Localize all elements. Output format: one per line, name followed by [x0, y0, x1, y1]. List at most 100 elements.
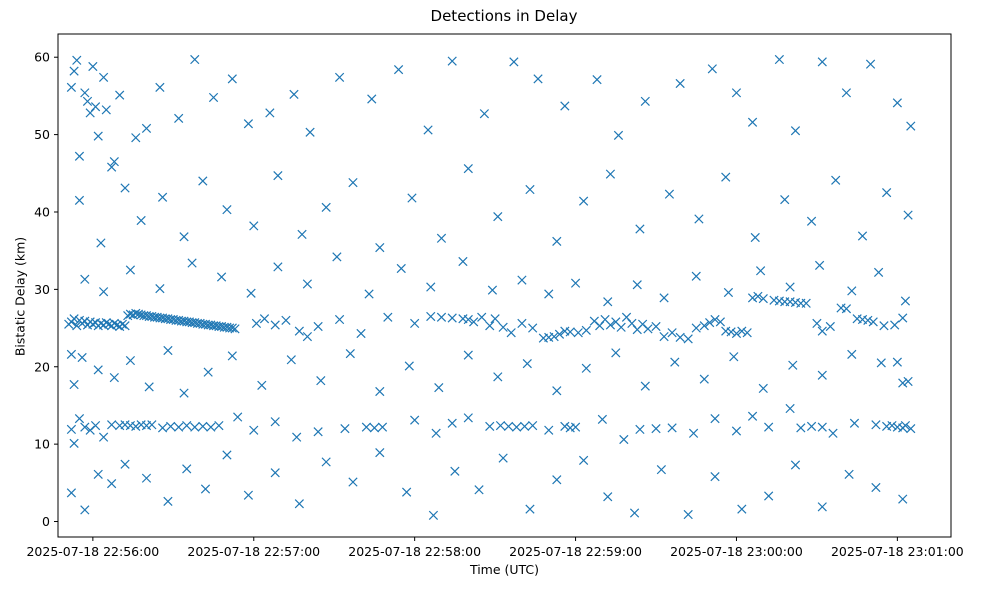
data-point [292, 432, 302, 442]
data-point [227, 323, 237, 333]
data-point [603, 297, 613, 307]
data-point [865, 59, 876, 69]
data-point [90, 102, 101, 112]
data-point [651, 321, 661, 332]
data-point [817, 57, 827, 67]
data-point [463, 413, 473, 423]
data-point [552, 386, 562, 396]
y-tick-label: 50 [34, 127, 50, 142]
data-point [125, 265, 136, 275]
data-point [66, 349, 77, 359]
data-point [747, 117, 758, 127]
data-point [198, 421, 208, 431]
data-point [780, 194, 790, 205]
data-point [906, 424, 916, 434]
data-point [525, 504, 535, 514]
data-point [72, 321, 82, 331]
data-point [729, 352, 739, 362]
data-point [174, 422, 184, 432]
data-point [294, 499, 304, 509]
data-point [817, 326, 827, 336]
data-point [120, 459, 130, 469]
data-point [90, 420, 101, 431]
data-point [817, 502, 827, 512]
data-point [80, 422, 90, 432]
data-point [66, 488, 77, 498]
data-point [737, 504, 747, 514]
data-point [93, 469, 103, 479]
data-point [313, 427, 323, 437]
data-point [273, 170, 283, 181]
data-point [200, 484, 211, 494]
data-point [434, 383, 444, 393]
data-point [554, 329, 565, 339]
data-point [364, 289, 374, 299]
data-point [69, 438, 79, 448]
x-tick-label: 2025-07-18 22:59:00 [509, 544, 642, 559]
data-point [490, 314, 500, 324]
data-point [367, 94, 377, 104]
y-tick-label: 30 [34, 282, 50, 297]
data-point [316, 376, 326, 386]
data-point [377, 422, 388, 432]
data-point [96, 238, 106, 248]
data-point [552, 236, 562, 247]
y-axis: 0 10 20 30 40 50 60 [34, 50, 58, 529]
marker-layer [64, 54, 916, 520]
data-point [605, 169, 616, 179]
data-point [227, 351, 237, 361]
data-point [321, 202, 331, 212]
data-point [785, 282, 795, 292]
data-point [182, 420, 192, 431]
data-point [393, 64, 404, 75]
data-point [565, 327, 575, 337]
data-point [831, 175, 841, 185]
data-point [503, 421, 514, 431]
data-point [401, 487, 412, 497]
data-point [753, 291, 763, 301]
data-point [737, 326, 747, 336]
data-point [664, 189, 675, 199]
data-point [790, 460, 801, 470]
data-point [640, 381, 650, 391]
data-point [635, 424, 645, 435]
data-point [436, 312, 447, 322]
data-point [66, 424, 77, 435]
data-point [107, 420, 117, 430]
data-point [423, 125, 433, 135]
data-point [334, 72, 345, 82]
data-point [286, 355, 296, 365]
data-point [74, 195, 85, 206]
y-tick-label: 40 [34, 204, 50, 219]
data-point [69, 379, 79, 390]
data-point [573, 328, 583, 338]
data-point [131, 421, 141, 431]
x-tick-label: 2025-07-18 23:00:00 [670, 544, 803, 559]
data-point [570, 278, 581, 288]
data-point [560, 421, 570, 431]
data-point [332, 252, 342, 262]
data-point [710, 413, 720, 424]
data-point [603, 492, 613, 502]
data-point [544, 425, 554, 435]
data-point [710, 314, 720, 325]
data-point [233, 412, 243, 422]
data-point [98, 72, 109, 82]
data-point [356, 328, 366, 339]
data-point [463, 314, 473, 325]
data-point [570, 422, 581, 432]
data-point [428, 510, 439, 520]
data-point [163, 345, 173, 356]
data-point [788, 360, 798, 370]
data-point [656, 465, 667, 475]
data-point [273, 262, 283, 272]
data-point [731, 88, 742, 98]
data-point [629, 508, 640, 518]
data-point [898, 494, 908, 504]
data-point [691, 271, 701, 281]
data-point [447, 418, 457, 428]
x-tick-label: 2025-07-18 22:56:00 [26, 544, 159, 559]
data-point [141, 123, 152, 134]
data-point [898, 313, 908, 323]
data-point [426, 282, 436, 292]
